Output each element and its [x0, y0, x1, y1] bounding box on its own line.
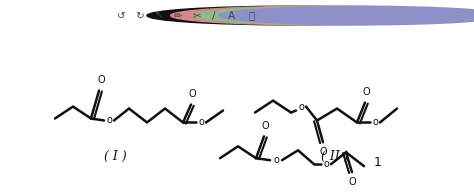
Text: O: O: [261, 121, 269, 131]
Text: o: o: [273, 155, 279, 165]
Text: O: O: [97, 75, 105, 85]
Text: o: o: [298, 101, 304, 112]
Circle shape: [171, 6, 455, 25]
Text: ⎙: ⎙: [248, 10, 255, 21]
Text: O: O: [188, 89, 196, 99]
Text: ✏: ✏: [173, 10, 182, 21]
Text: ↺: ↺: [117, 10, 125, 21]
Text: O: O: [319, 147, 327, 157]
Circle shape: [147, 6, 431, 25]
Text: 1: 1: [374, 156, 382, 169]
Text: o: o: [372, 117, 378, 127]
Text: o: o: [106, 115, 112, 126]
Text: ( II ): ( II ): [321, 150, 349, 163]
Circle shape: [194, 6, 474, 25]
Text: O: O: [348, 177, 356, 187]
Text: O: O: [362, 87, 370, 97]
Text: ✂: ✂: [192, 10, 201, 21]
Text: ↻: ↻: [136, 10, 144, 21]
Circle shape: [219, 6, 474, 25]
Text: o: o: [198, 117, 204, 127]
Text: ( I ): ( I ): [104, 150, 127, 163]
Text: ↖: ↖: [155, 10, 163, 21]
Text: /: /: [211, 10, 215, 21]
Text: o: o: [323, 159, 329, 169]
Text: A: A: [228, 10, 235, 21]
